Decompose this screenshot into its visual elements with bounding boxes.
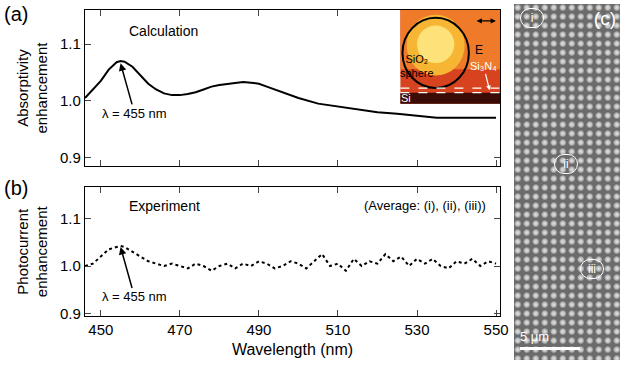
svg-text:Photocurrentenhancement: Photocurrentenhancement bbox=[14, 205, 50, 297]
svg-text:0.9: 0.9 bbox=[60, 305, 81, 322]
svg-text:0.9: 0.9 bbox=[60, 149, 81, 166]
svg-text:530: 530 bbox=[404, 321, 429, 338]
svg-text:(b): (b) bbox=[4, 177, 28, 199]
svg-text:(a): (a) bbox=[4, 3, 28, 25]
html-text:i: i bbox=[530, 11, 534, 25]
svg-text:Absorptivityenhancement: Absorptivityenhancement bbox=[14, 42, 51, 134]
svg-text:(Average: (i), (ii), (iii)): (Average: (i), (ii), (iii)) bbox=[364, 198, 486, 213]
svg-text:Si: Si bbox=[401, 92, 411, 104]
svg-text:E: E bbox=[475, 43, 483, 57]
svg-text:1.0: 1.0 bbox=[60, 92, 81, 109]
svg-text:450: 450 bbox=[88, 321, 113, 338]
svg-text:λ = 455 nm: λ = 455 nm bbox=[102, 106, 167, 121]
svg-text:1.1: 1.1 bbox=[60, 35, 81, 52]
svg-text:1.1: 1.1 bbox=[60, 210, 81, 227]
svg-text:470: 470 bbox=[167, 321, 192, 338]
svg-text:Experiment: Experiment bbox=[129, 198, 200, 214]
svg-text:490: 490 bbox=[246, 321, 271, 338]
svg-text:Wavelength (nm): Wavelength (nm) bbox=[232, 341, 353, 358]
html-text:5 μm: 5 μm bbox=[520, 329, 550, 344]
svg-text:SiO₂sphere: SiO₂sphere bbox=[400, 53, 434, 79]
svg-text:Si₃N₄: Si₃N₄ bbox=[470, 60, 497, 72]
svg-text:550: 550 bbox=[484, 321, 509, 338]
svg-text:1.0: 1.0 bbox=[60, 257, 81, 274]
html-text:ii: ii bbox=[563, 157, 569, 171]
svg-text:λ = 455 nm: λ = 455 nm bbox=[102, 289, 167, 304]
html-text:(c): (c) bbox=[593, 8, 616, 29]
svg-text:Calculation: Calculation bbox=[129, 23, 198, 39]
svg-text:510: 510 bbox=[325, 321, 350, 338]
html-text:iii: iii bbox=[588, 262, 596, 276]
